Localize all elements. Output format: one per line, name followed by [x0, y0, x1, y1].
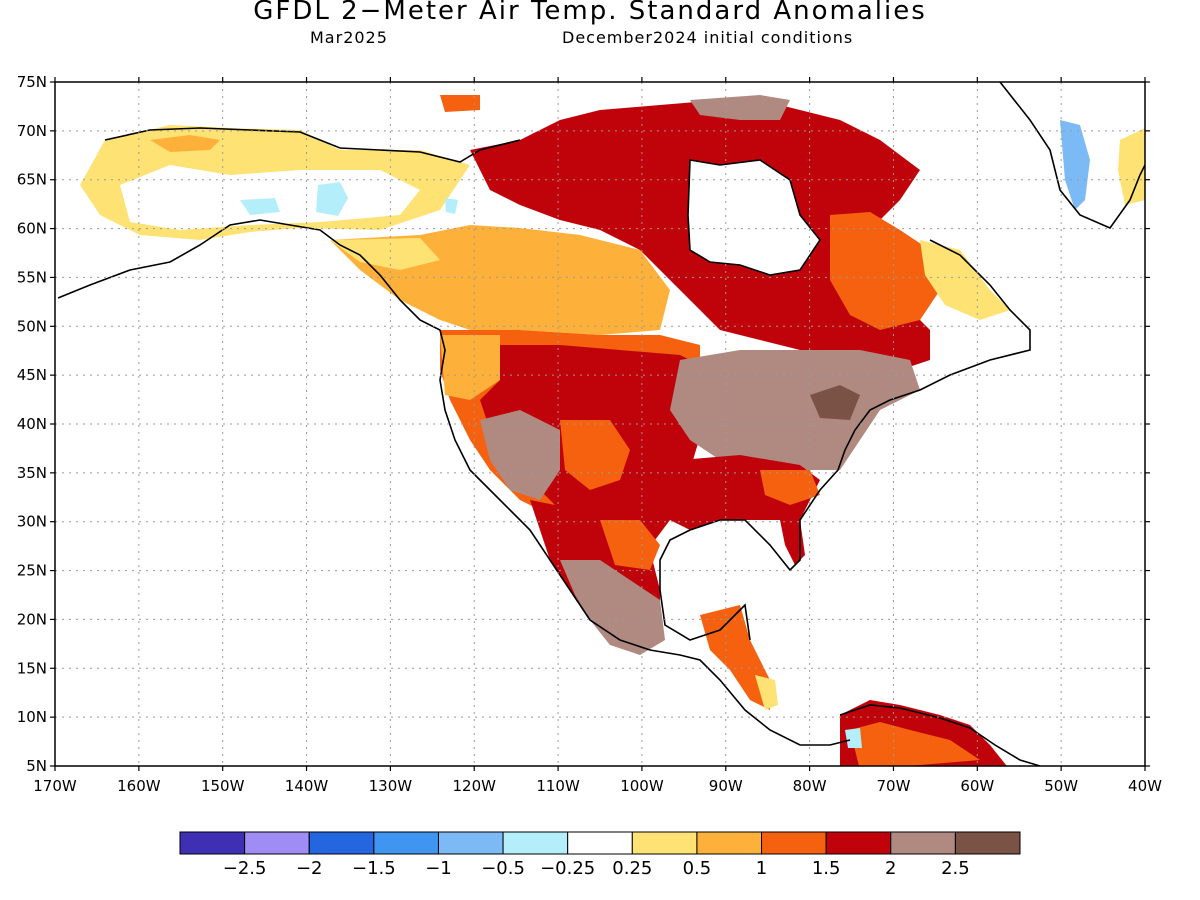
coast-east [659, 239, 1031, 641]
region-southwest-brown [480, 410, 560, 500]
region-southeast-orange [760, 470, 820, 505]
latitude-labels: 75N 70N 65N 60N 55N 50N 45N 40N 35N 30N 25N 20N 15N 1… [17, 73, 47, 775]
anomaly-field [80, 95, 1145, 766]
region-mexico-brown [560, 560, 665, 655]
colorbar-swatch [761, 831, 827, 855]
colorbar-swatch [502, 831, 569, 855]
region-alaska-cyan-3 [445, 198, 458, 214]
colorbar-swatch [631, 831, 698, 855]
colorbar-label: 1 [756, 858, 767, 879]
lat-label: 45N [17, 366, 47, 384]
region-florida-red [780, 520, 805, 565]
lat-label: 65N [17, 171, 47, 189]
region-southamerica-orange [850, 722, 980, 766]
lat-label: 75N [17, 73, 47, 91]
region-labrador-yellow [920, 240, 1010, 320]
region-mexico-orange [600, 520, 660, 570]
axis-ticks [50, 77, 1150, 771]
lat-label: 5N [26, 757, 47, 775]
longitude-labels: 170W 160W 150W 140W 130W 120W 110W 100W 90W 80W 70… [33, 777, 1162, 795]
lat-label: 60N [17, 220, 47, 238]
colorbar-label: 2.5 [941, 858, 970, 879]
coastlines [57, 82, 1145, 766]
lon-label: 60W [960, 777, 994, 795]
region-southamerica-cyan [845, 728, 862, 748]
colorbar-swatch [179, 831, 246, 855]
lat-label: 55N [17, 268, 47, 286]
colorbar-labels: −2.5 −2 −1.5 −1 −0.5 −0.25 0.25 0.5 1 1.5 2 2.5 [223, 858, 970, 879]
coast-hudson-bay [687, 159, 821, 276]
initial-conditions: December2024 initial conditions [562, 28, 854, 47]
lon-label: 100W [620, 777, 664, 795]
colorbar-label: −2 [296, 858, 323, 879]
lon-label: 90W [709, 777, 743, 795]
lon-label: 120W [452, 777, 496, 795]
lat-label: 35N [17, 464, 47, 482]
lon-label: 110W [536, 777, 580, 795]
colorbar-label: −0.25 [540, 858, 595, 879]
colorbar-swatch [890, 831, 956, 855]
colorbar-label: −1 [425, 858, 452, 879]
lat-label: 40N [17, 415, 47, 433]
region-centralamerica-yellow [755, 675, 778, 710]
colorbar-swatch [954, 831, 1021, 855]
lon-label: 150W [201, 777, 245, 795]
region-east-us-brown [670, 350, 920, 470]
colorbar [179, 831, 1021, 855]
lon-label: 80W [793, 777, 827, 795]
region-arctic-orange [440, 95, 480, 112]
colorbar-swatch [244, 831, 310, 855]
region-northeast-darkbrown [810, 385, 860, 420]
region-greenland-blue [1060, 120, 1090, 210]
lon-label: 40W [1128, 777, 1162, 795]
map-title: GFDL 2−Meter Air Temp. Standard Anomalie… [253, 0, 927, 26]
region-alaska-cyan-1 [316, 182, 348, 216]
region-baffin-brown [690, 95, 790, 120]
coast-north [104, 127, 521, 163]
lat-label: 25N [17, 562, 47, 580]
colorbar-label: −1.5 [352, 858, 396, 879]
lat-label: 30N [17, 513, 47, 531]
region-alaska-orange [150, 135, 220, 152]
region-hudson-bay-white [688, 160, 820, 275]
region-pnw-yellow [440, 335, 500, 400]
lon-label: 50W [1044, 777, 1078, 795]
colorbar-swatch [373, 831, 439, 855]
colorbar-label: 0.25 [612, 858, 652, 879]
lon-label: 160W [117, 777, 161, 795]
region-westcanada-yellow [330, 238, 440, 270]
region-colorado-orange [560, 420, 630, 490]
colorbar-label: 2 [885, 858, 896, 879]
lat-label: 10N [17, 708, 47, 726]
lat-label: 70N [17, 122, 47, 140]
lon-label: 70W [877, 777, 911, 795]
lat-label: 15N [17, 659, 47, 677]
region-centralamerica-orange [700, 605, 770, 710]
colorbar-label: −2.5 [223, 858, 267, 879]
colorbar-swatch [696, 831, 763, 855]
coast-south-america [839, 704, 1041, 766]
forecast-month: Mar2025 [310, 28, 388, 47]
graticule [55, 82, 1145, 766]
lat-label: 50N [17, 317, 47, 335]
colorbar-label: 0.5 [683, 858, 712, 879]
colorbar-swatch [437, 831, 504, 855]
lon-label: 130W [369, 777, 413, 795]
region-alaska-white [120, 165, 420, 230]
region-alaska-cyan-2 [240, 198, 280, 215]
region-quebec-orange [830, 212, 940, 330]
colorbar-swatch [567, 831, 633, 855]
coast-alaska [57, 219, 851, 746]
colorbar-label: 1.5 [812, 858, 841, 879]
colorbar-label: −0.5 [481, 858, 525, 879]
coast-greenland [999, 82, 1145, 229]
region-greenland-yellow [1118, 128, 1145, 205]
colorbar-swatch [825, 831, 892, 855]
lon-label: 140W [285, 777, 329, 795]
lon-label: 170W [33, 777, 77, 795]
colorbar-swatch [308, 831, 375, 855]
lat-label: 20N [17, 610, 47, 628]
